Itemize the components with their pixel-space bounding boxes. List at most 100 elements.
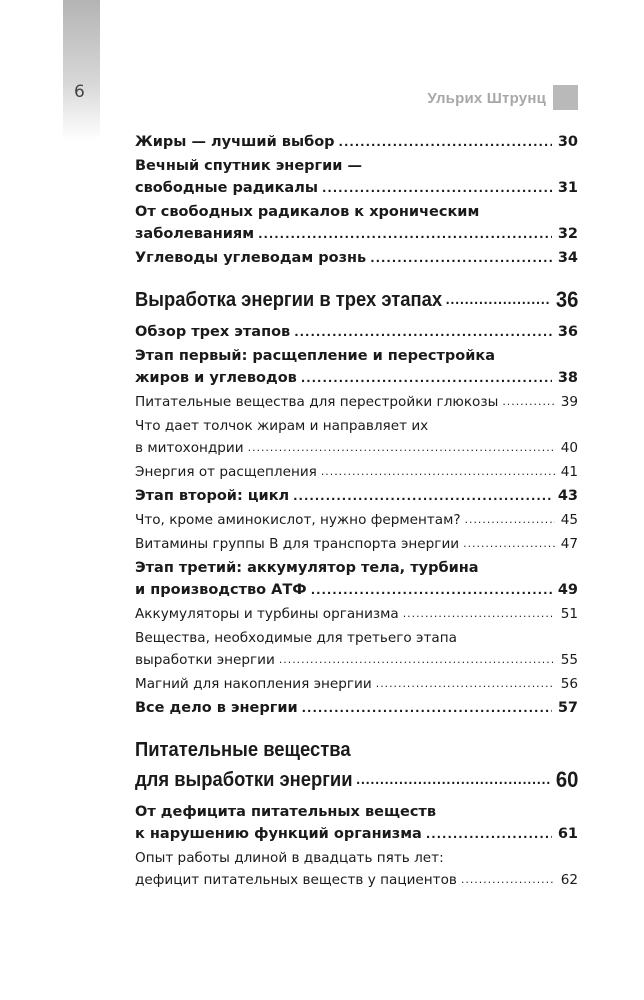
dot-leader: ........................................… [278, 653, 555, 666]
toc-entry: Что, кроме аминокислот, нужно ферментам?… [135, 509, 578, 531]
toc-entry-last-line: к нарушению функций организма...........… [135, 823, 578, 845]
toc-entry-title-line: Вечный спутник энергии — [135, 158, 362, 174]
toc-page-number: 41 [560, 464, 578, 480]
toc-page-number: 43 [557, 488, 578, 504]
toc-entry-last-line: Магний для накопления энергии...........… [135, 673, 578, 695]
toc-entry-last-line: Энергия от расщепления..................… [135, 461, 578, 483]
dot-leader: ........................................… [338, 135, 552, 149]
toc-entry: Жиры — лучший выбор.....................… [135, 131, 578, 153]
toc-entry: Энергия от расщепления..................… [135, 461, 578, 483]
toc-entry-title-line: Питательные вещества [135, 739, 351, 761]
toc-entry-last-line: Все дело в энергии......................… [135, 697, 578, 719]
toc-entry-title-line: Магний для накопления энергии [135, 676, 372, 692]
toc-entry: Витамины группы B для транспорта энергии… [135, 533, 578, 555]
dot-leader: ........................................… [502, 395, 555, 408]
toc-entry-title-line: Все дело в энергии [135, 700, 298, 716]
dot-leader: ........................................… [300, 371, 552, 385]
toc-entry-title-line: Что, кроме аминокислот, нужно ферментам? [135, 512, 461, 528]
page-edge-tab [63, 0, 100, 140]
dot-leader: ........................................… [320, 465, 555, 478]
toc-entry: От дефицита питательных веществ к нарушен… [135, 801, 578, 845]
dot-leader: ........................................… [258, 227, 552, 241]
toc-entry-title-line: Энергия от расщепления [135, 464, 317, 480]
toc-page-number: 40 [560, 440, 578, 456]
dot-leader: ........................................… [301, 701, 552, 715]
toc-entry-title-line: для выработки энергии [135, 769, 353, 791]
toc-entry-title-line: к нарушению функций организма [135, 826, 422, 842]
toc-entry: Все дело в энергии......................… [135, 697, 578, 719]
toc-entry-last-line: Питательные вещества для перестройки глю… [135, 391, 578, 413]
toc-entry-last-line: Аккумуляторы и турбины организма........… [135, 603, 578, 625]
toc-entry-title-line: дефицит питательных веществ у пациентов [135, 872, 457, 888]
toc-entry-title-line: Опыт работы длиной в двадцать пять лет: [135, 850, 444, 866]
running-header-author: Ульрих Штрунц [427, 90, 546, 107]
dot-leader: ........................................… [445, 291, 551, 308]
toc-entry-title-line: От свободных радикалов к хроническим [135, 204, 480, 220]
toc-entry-last-line: жиров и углеводов.......................… [135, 367, 578, 389]
toc-entry-title-line: Этап второй: цикл [135, 488, 290, 504]
dot-leader: ........................................… [321, 181, 552, 195]
toc-entry-last-line: Витамины группы B для транспорта энергии… [135, 533, 578, 555]
toc-page-number: 60 [555, 767, 579, 792]
toc-entry-title-line: Жиры — лучший выбор [135, 134, 335, 150]
toc-entry-last-line: свободные радикалы......................… [135, 177, 578, 199]
toc-page-number: 39 [560, 394, 578, 410]
toc-entry-title-line: Витамины группы B для транспорта энергии [135, 536, 460, 552]
toc-entry-title-line: Питательные вещества для перестройки глю… [135, 394, 499, 410]
toc-page-number: 30 [557, 134, 578, 150]
toc-entry-last-line: Обзор трех этапов.......................… [135, 321, 578, 343]
toc-entry-title-line: и производство АТФ [135, 582, 307, 598]
toc-page-number: 32 [557, 226, 578, 242]
dot-leader: ........................................… [463, 537, 555, 550]
toc-entry-last-line: и производство АТФ......................… [135, 579, 578, 601]
toc-entry: Вечный спутник энергии — свободные радика… [135, 155, 578, 199]
dot-leader: ........................................… [356, 771, 550, 788]
toc-page-number: 34 [557, 250, 578, 266]
toc-entry-last-line: Что, кроме аминокислот, нужно ферментам?… [135, 509, 578, 531]
dot-leader: ........................................… [402, 607, 555, 620]
dot-leader: ........................................… [425, 827, 552, 841]
toc-page-number: 45 [560, 512, 578, 528]
toc-page-number: 36 [555, 287, 579, 312]
toc-entry-title-line: Этап третий: аккумулятор тела, турбина [135, 560, 479, 576]
toc-entry: От свободных радикалов к хроническим забо… [135, 201, 578, 245]
toc-entry-title-line: выработки энергии [135, 652, 275, 668]
toc-section-heading: Выработка энергии в трех этапах.........… [135, 285, 578, 315]
toc-entry-last-line: Углеводы углеводам рознь................… [135, 247, 578, 269]
toc-section-heading: Питательные вещества для выработки энерги… [135, 735, 578, 795]
toc-page-number: 47 [560, 536, 578, 552]
page-number: 6 [74, 82, 85, 102]
dot-leader: ........................................… [460, 873, 555, 886]
toc-page-number: 49 [557, 582, 578, 598]
dot-leader: ........................................… [310, 583, 552, 597]
toc-page-number: 36 [557, 324, 578, 340]
dot-leader: ........................................… [294, 325, 552, 339]
dot-leader: ........................................… [375, 677, 555, 690]
toc-entry: Что дает толчок жирам и направляет их в м… [135, 415, 578, 459]
toc-entry-last-line: в митохондрии...........................… [135, 437, 578, 459]
toc-entry: Магний для накопления энергии...........… [135, 673, 578, 695]
header-square-marker [553, 85, 578, 110]
toc-entry-title-line: жиров и углеводов [135, 370, 297, 386]
toc-page-number: 31 [557, 180, 578, 196]
toc-page-number: 38 [557, 370, 578, 386]
toc-entry-last-line: Этап второй: цикл.......................… [135, 485, 578, 507]
toc-entry-title-line: свободные радикалы [135, 180, 318, 196]
toc-entry-title-line: Выработка энергии в трех этапах [135, 289, 443, 311]
toc-entry: Аккумуляторы и турбины организма........… [135, 603, 578, 625]
toc-entry-last-line: для выработки энергии...................… [135, 765, 578, 795]
toc-entry-last-line: выработки энергии.......................… [135, 649, 578, 671]
toc-entry-last-line: дефицит питательных веществ у пациентов.… [135, 869, 578, 891]
toc-entry-title-line: Аккумуляторы и турбины организма [135, 606, 399, 622]
toc-entry-title-line: Что дает толчок жирам и направляет их [135, 418, 429, 434]
toc-entry: Вещества, необходимые для третьего этапа… [135, 627, 578, 671]
dot-leader: ........................................… [370, 251, 552, 265]
toc-entry-last-line: Жиры — лучший выбор.....................… [135, 131, 578, 153]
toc-entry-last-line: заболеваниям............................… [135, 223, 578, 245]
toc-page-number: 56 [560, 676, 578, 692]
dot-leader: ........................................… [464, 513, 555, 526]
toc-entry: Этап второй: цикл.......................… [135, 485, 578, 507]
toc-entry-title-line: От дефицита питательных веществ [135, 804, 436, 820]
toc-entry: Этап первый: расщепление и перестройка жи… [135, 345, 578, 389]
toc-page-number: 55 [560, 652, 578, 668]
